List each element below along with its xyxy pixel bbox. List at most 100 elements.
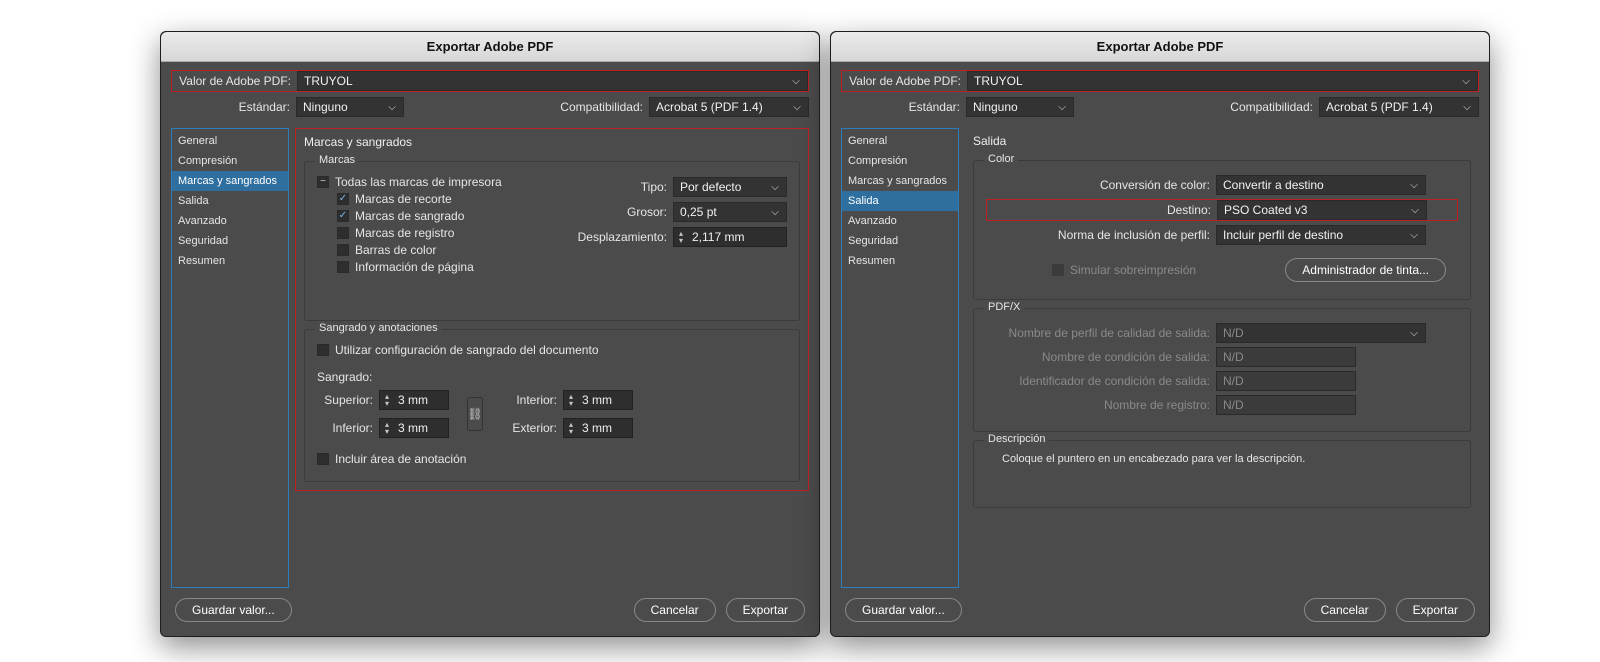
chevron-down-icon: ⌵ (1407, 328, 1421, 339)
bleed-bottom-spinner[interactable]: ▴▾ 3 mm (379, 418, 449, 438)
bleed-heading: Sangrado: (317, 370, 787, 384)
sidebar-item-advanced[interactable]: Avanzado (842, 211, 958, 231)
sidebar-item-general[interactable]: General (842, 131, 958, 151)
link-icon[interactable]: ⛓ (467, 397, 483, 431)
page-info-row[interactable]: Información de página (317, 260, 787, 274)
bleed-marks-label: Marcas de sangrado (355, 209, 464, 223)
stepper-arrows-icon[interactable]: ▴▾ (674, 229, 688, 245)
destination-select[interactable]: PSO Coated v3 ⌵ (1217, 200, 1427, 220)
output-condition-id-field: N/D (1216, 371, 1356, 391)
type-label: Tipo: (577, 180, 673, 194)
ink-manager-button[interactable]: Administrador de tinta... (1285, 258, 1446, 282)
weight-value: 0,25 pt (680, 205, 717, 219)
offset-value: 2,117 mm (688, 230, 744, 244)
mark-type-row: Tipo: Por defecto ⌵ (577, 177, 787, 197)
sidebar-item-security[interactable]: Seguridad (172, 231, 288, 251)
checkbox-off-icon[interactable] (317, 344, 329, 356)
export-button[interactable]: Exportar (726, 598, 805, 622)
stepper-arrows-icon[interactable]: ▴▾ (564, 392, 578, 408)
bleed-group-title: Sangrado y anotaciones (315, 322, 442, 334)
colorbars-label: Barras de color (355, 243, 436, 257)
use-doc-bleed-row[interactable]: Utilizar configuración de sangrado del d… (317, 343, 787, 357)
preset-select[interactable]: TRUYOL ⌵ (297, 71, 808, 91)
stepper-arrows-icon[interactable]: ▴▾ (380, 392, 394, 408)
conversion-select[interactable]: Convertir a destino ⌵ (1216, 175, 1426, 195)
save-preset-button[interactable]: Guardar valor... (845, 598, 962, 622)
mark-weight-select[interactable]: 0,25 pt ⌵ (673, 202, 787, 222)
chevron-down-icon: ⌵ (1407, 230, 1421, 241)
stepper-arrows-icon[interactable]: ▴▾ (564, 420, 578, 436)
save-preset-button[interactable]: Guardar valor... (175, 598, 292, 622)
export-button[interactable]: Exportar (1396, 598, 1475, 622)
marks-group-title: Marcas (315, 154, 359, 166)
output-condition-field: N/D (1216, 347, 1356, 367)
compat-label: Compatibilidad: (1230, 100, 1319, 114)
conversion-label: Conversión de color: (986, 178, 1216, 192)
sidebar-item-summary[interactable]: Resumen (172, 251, 288, 271)
bleed-top-row: Superior: ▴▾ 3 mm (317, 390, 449, 410)
dialog-footer: Guardar valor... Cancelar Exportar (831, 588, 1489, 636)
marks-group: Marcas Todas las marcas de impresora Mar… (304, 161, 800, 321)
dialog-body: General Compresión Marcas y sangrados Sa… (831, 122, 1489, 588)
sidebar-item-compression[interactable]: Compresión (172, 151, 288, 171)
checkbox-off-icon[interactable] (337, 227, 349, 239)
sidebar-item-summary[interactable]: Resumen (842, 251, 958, 271)
all-marks-label: Todas las marcas de impresora (335, 175, 502, 189)
chevron-down-icon: ⌵ (1407, 180, 1421, 191)
include-slug-row[interactable]: Incluir área de anotación (317, 452, 787, 466)
sidebar-item-security[interactable]: Seguridad (842, 231, 958, 251)
sidebar-item-output[interactable]: Salida (842, 191, 958, 211)
output-profile-value: N/D (1223, 326, 1244, 340)
sidebar-item-marks[interactable]: Marcas y sangrados (172, 171, 288, 191)
checkbox-disabled-icon (1052, 264, 1064, 276)
bleed-top-label: Superior: (317, 393, 379, 407)
checkbox-off-icon[interactable] (337, 244, 349, 256)
output-profile-label: Nombre de perfil de calidad de salida: (986, 326, 1216, 340)
checkbox-on-icon[interactable] (337, 210, 349, 222)
bleed-inside-spinner[interactable]: ▴▾ 3 mm (563, 390, 633, 410)
dialog-body: General Compresión Marcas y sangrados Sa… (161, 122, 819, 588)
checkbox-off-icon[interactable] (337, 261, 349, 273)
standard-select[interactable]: Ninguno ⌵ (296, 97, 404, 117)
offset-spinner[interactable]: ▴▾ 2,117 mm (673, 227, 787, 247)
standard-label: Estándar: (841, 100, 966, 114)
weight-label: Grosor: (577, 205, 673, 219)
sidebar-item-general[interactable]: General (172, 131, 288, 151)
output-condition-id-label: Identificador de condición de salida: (986, 374, 1216, 388)
preset-value: TRUYOL (974, 74, 1023, 88)
checkbox-mixed-icon[interactable] (317, 176, 329, 188)
type-value: Por defecto (680, 180, 741, 194)
preset-select[interactable]: TRUYOL ⌵ (967, 71, 1478, 91)
bleed-top-spinner[interactable]: ▴▾ 3 mm (379, 390, 449, 410)
cancel-button[interactable]: Cancelar (634, 598, 716, 622)
dialog-title: Exportar Adobe PDF (161, 32, 819, 62)
preset-area: Valor de Adobe PDF: TRUYOL ⌵ Estándar: N… (161, 62, 819, 122)
cancel-button[interactable]: Cancelar (1304, 598, 1386, 622)
chevron-down-icon: ⌵ (1459, 76, 1473, 87)
profile-policy-select[interactable]: Incluir perfil de destino ⌵ (1216, 225, 1426, 245)
use-doc-bleed-label: Utilizar configuración de sangrado del d… (335, 343, 599, 357)
sidebar: General Compresión Marcas y sangrados Sa… (171, 128, 289, 588)
compat-select[interactable]: Acrobat 5 (PDF 1.4) ⌵ (649, 97, 809, 117)
sidebar: General Compresión Marcas y sangrados Sa… (841, 128, 959, 588)
preset-row: Valor de Adobe PDF: TRUYOL ⌵ (841, 70, 1479, 92)
sidebar-item-advanced[interactable]: Avanzado (172, 211, 288, 231)
standard-label: Estándar: (171, 100, 296, 114)
conversion-value: Convertir a destino (1223, 178, 1324, 192)
panel-title: Salida (965, 128, 1479, 154)
registration-label: Marcas de registro (355, 226, 454, 240)
sidebar-item-output[interactable]: Salida (172, 191, 288, 211)
sidebar-item-marks[interactable]: Marcas y sangrados (842, 171, 958, 191)
standard-value: Ninguno (973, 100, 1018, 114)
checkbox-off-icon[interactable] (317, 453, 329, 465)
mark-type-select[interactable]: Por defecto ⌵ (673, 177, 787, 197)
profile-policy-row: Norma de inclusión de perfil: Incluir pe… (986, 225, 1458, 245)
preset-area: Valor de Adobe PDF: TRUYOL ⌵ Estándar: N… (831, 62, 1489, 122)
bleed-outside-spinner[interactable]: ▴▾ 3 mm (563, 418, 633, 438)
compat-select[interactable]: Acrobat 5 (PDF 1.4) ⌵ (1319, 97, 1479, 117)
panel-title: Marcas y sangrados (296, 129, 808, 155)
stepper-arrows-icon[interactable]: ▴▾ (380, 420, 394, 436)
checkbox-on-icon[interactable] (337, 193, 349, 205)
sidebar-item-compression[interactable]: Compresión (842, 151, 958, 171)
standard-select[interactable]: Ninguno ⌵ (966, 97, 1074, 117)
